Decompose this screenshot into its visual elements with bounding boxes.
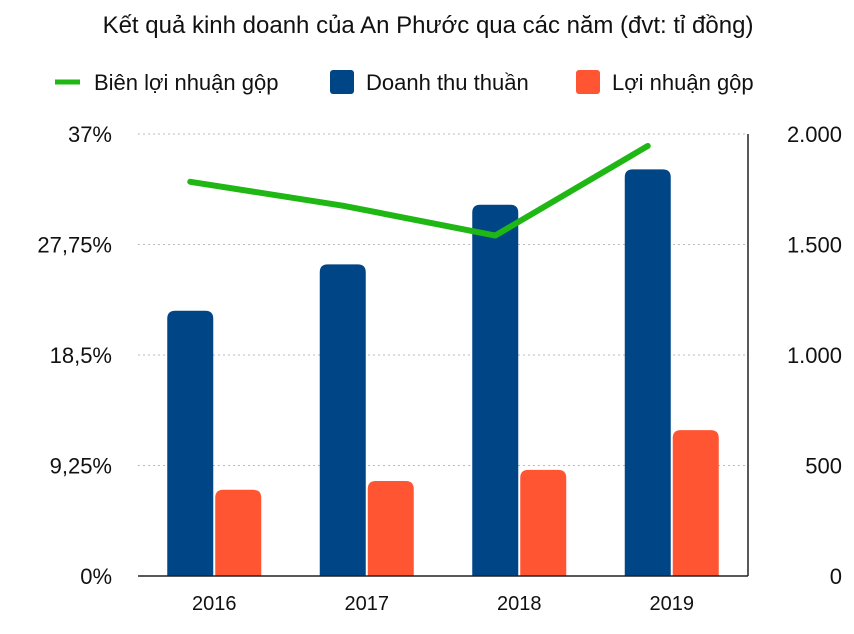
x-axis-ticks: 2016 2017 2018 2019 bbox=[192, 593, 694, 615]
chart-title: Kết quả kinh doanh của An Phước qua các … bbox=[103, 12, 754, 39]
bar-revenue bbox=[472, 204, 519, 576]
bar-revenue bbox=[319, 264, 366, 576]
left-axis-ticks: 0% 9,25% 18,5% 27,75% 37% bbox=[37, 122, 112, 589]
bar-gross-profit bbox=[215, 489, 262, 576]
bar-gross-profit bbox=[367, 480, 414, 576]
x-tick-label: 2018 bbox=[497, 593, 542, 615]
legend-label-revenue: Doanh thu thuần bbox=[366, 70, 529, 95]
legend-label-margin: Biên lợi nhuận gộp bbox=[94, 70, 278, 95]
margin-line bbox=[187, 142, 651, 239]
bar-gross-profit bbox=[672, 430, 719, 576]
right-tick-label: 2.000 bbox=[787, 122, 842, 147]
legend-profit-symbol bbox=[576, 70, 600, 94]
left-tick-label: 27,75% bbox=[37, 233, 112, 258]
legend-label-profit: Lợi nhuận gộp bbox=[612, 70, 754, 95]
gridlines bbox=[138, 133, 748, 466]
bars bbox=[167, 169, 719, 577]
x-tick-label: 2016 bbox=[192, 593, 237, 615]
bar-gross-profit bbox=[520, 469, 567, 576]
left-tick-label: 18,5% bbox=[50, 343, 112, 368]
right-tick-label: 1.000 bbox=[787, 343, 842, 368]
line-gross-margin bbox=[187, 142, 651, 239]
right-tick-label: 1.500 bbox=[787, 233, 842, 258]
right-tick-label: 500 bbox=[805, 454, 842, 479]
legend: Biên lợi nhuận gộp Doanh thu thuần Lợi n… bbox=[55, 70, 754, 95]
bar-revenue bbox=[167, 310, 214, 576]
x-tick-label: 2017 bbox=[345, 593, 390, 615]
bar-revenue bbox=[624, 169, 671, 577]
left-tick-label: 9,25% bbox=[50, 454, 112, 479]
legend-revenue-symbol bbox=[330, 70, 354, 94]
left-tick-label: 0% bbox=[80, 564, 112, 589]
left-tick-label: 37% bbox=[68, 122, 112, 147]
x-tick-label: 2019 bbox=[650, 593, 695, 615]
right-axis-ticks: 0 500 1.000 1.500 2.000 bbox=[787, 122, 842, 589]
right-tick-label: 0 bbox=[830, 564, 842, 589]
